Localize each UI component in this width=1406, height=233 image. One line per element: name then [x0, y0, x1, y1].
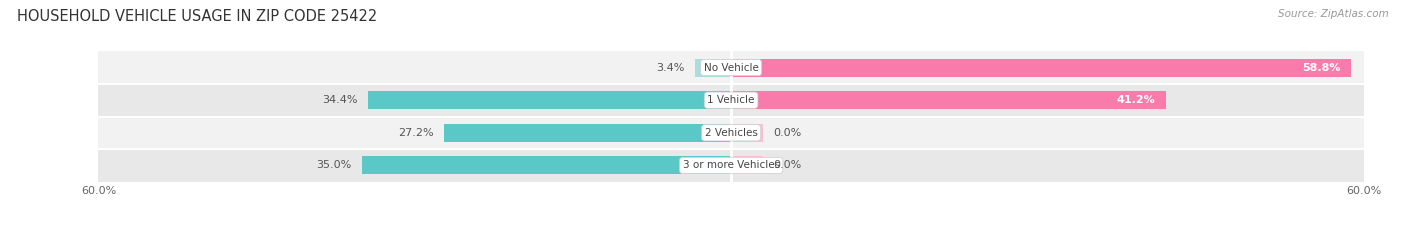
Bar	[695, 59, 731, 76]
Text: 3 or more Vehicles: 3 or more Vehicles	[682, 161, 780, 170]
Bar	[98, 116, 1364, 149]
Text: 1 Vehicle: 1 Vehicle	[707, 95, 755, 105]
Bar	[731, 59, 1351, 76]
Bar	[98, 51, 1364, 84]
Text: 2 Vehicles: 2 Vehicles	[704, 128, 758, 138]
Bar	[444, 124, 731, 142]
Text: 41.2%: 41.2%	[1116, 95, 1154, 105]
Text: 34.4%: 34.4%	[322, 95, 357, 105]
Text: 58.8%: 58.8%	[1302, 63, 1340, 72]
Bar	[368, 91, 731, 109]
Text: Source: ZipAtlas.com: Source: ZipAtlas.com	[1278, 9, 1389, 19]
Bar	[731, 124, 762, 142]
Text: 27.2%: 27.2%	[398, 128, 433, 138]
Bar	[98, 149, 1364, 182]
Text: 3.4%: 3.4%	[657, 63, 685, 72]
Bar	[98, 84, 1364, 116]
Text: 35.0%: 35.0%	[316, 161, 352, 170]
Bar	[731, 157, 762, 174]
Text: 0.0%: 0.0%	[773, 161, 801, 170]
Bar	[363, 157, 731, 174]
Text: No Vehicle: No Vehicle	[703, 63, 759, 72]
Text: 0.0%: 0.0%	[773, 128, 801, 138]
Bar	[731, 91, 1166, 109]
Text: HOUSEHOLD VEHICLE USAGE IN ZIP CODE 25422: HOUSEHOLD VEHICLE USAGE IN ZIP CODE 2542…	[17, 9, 377, 24]
